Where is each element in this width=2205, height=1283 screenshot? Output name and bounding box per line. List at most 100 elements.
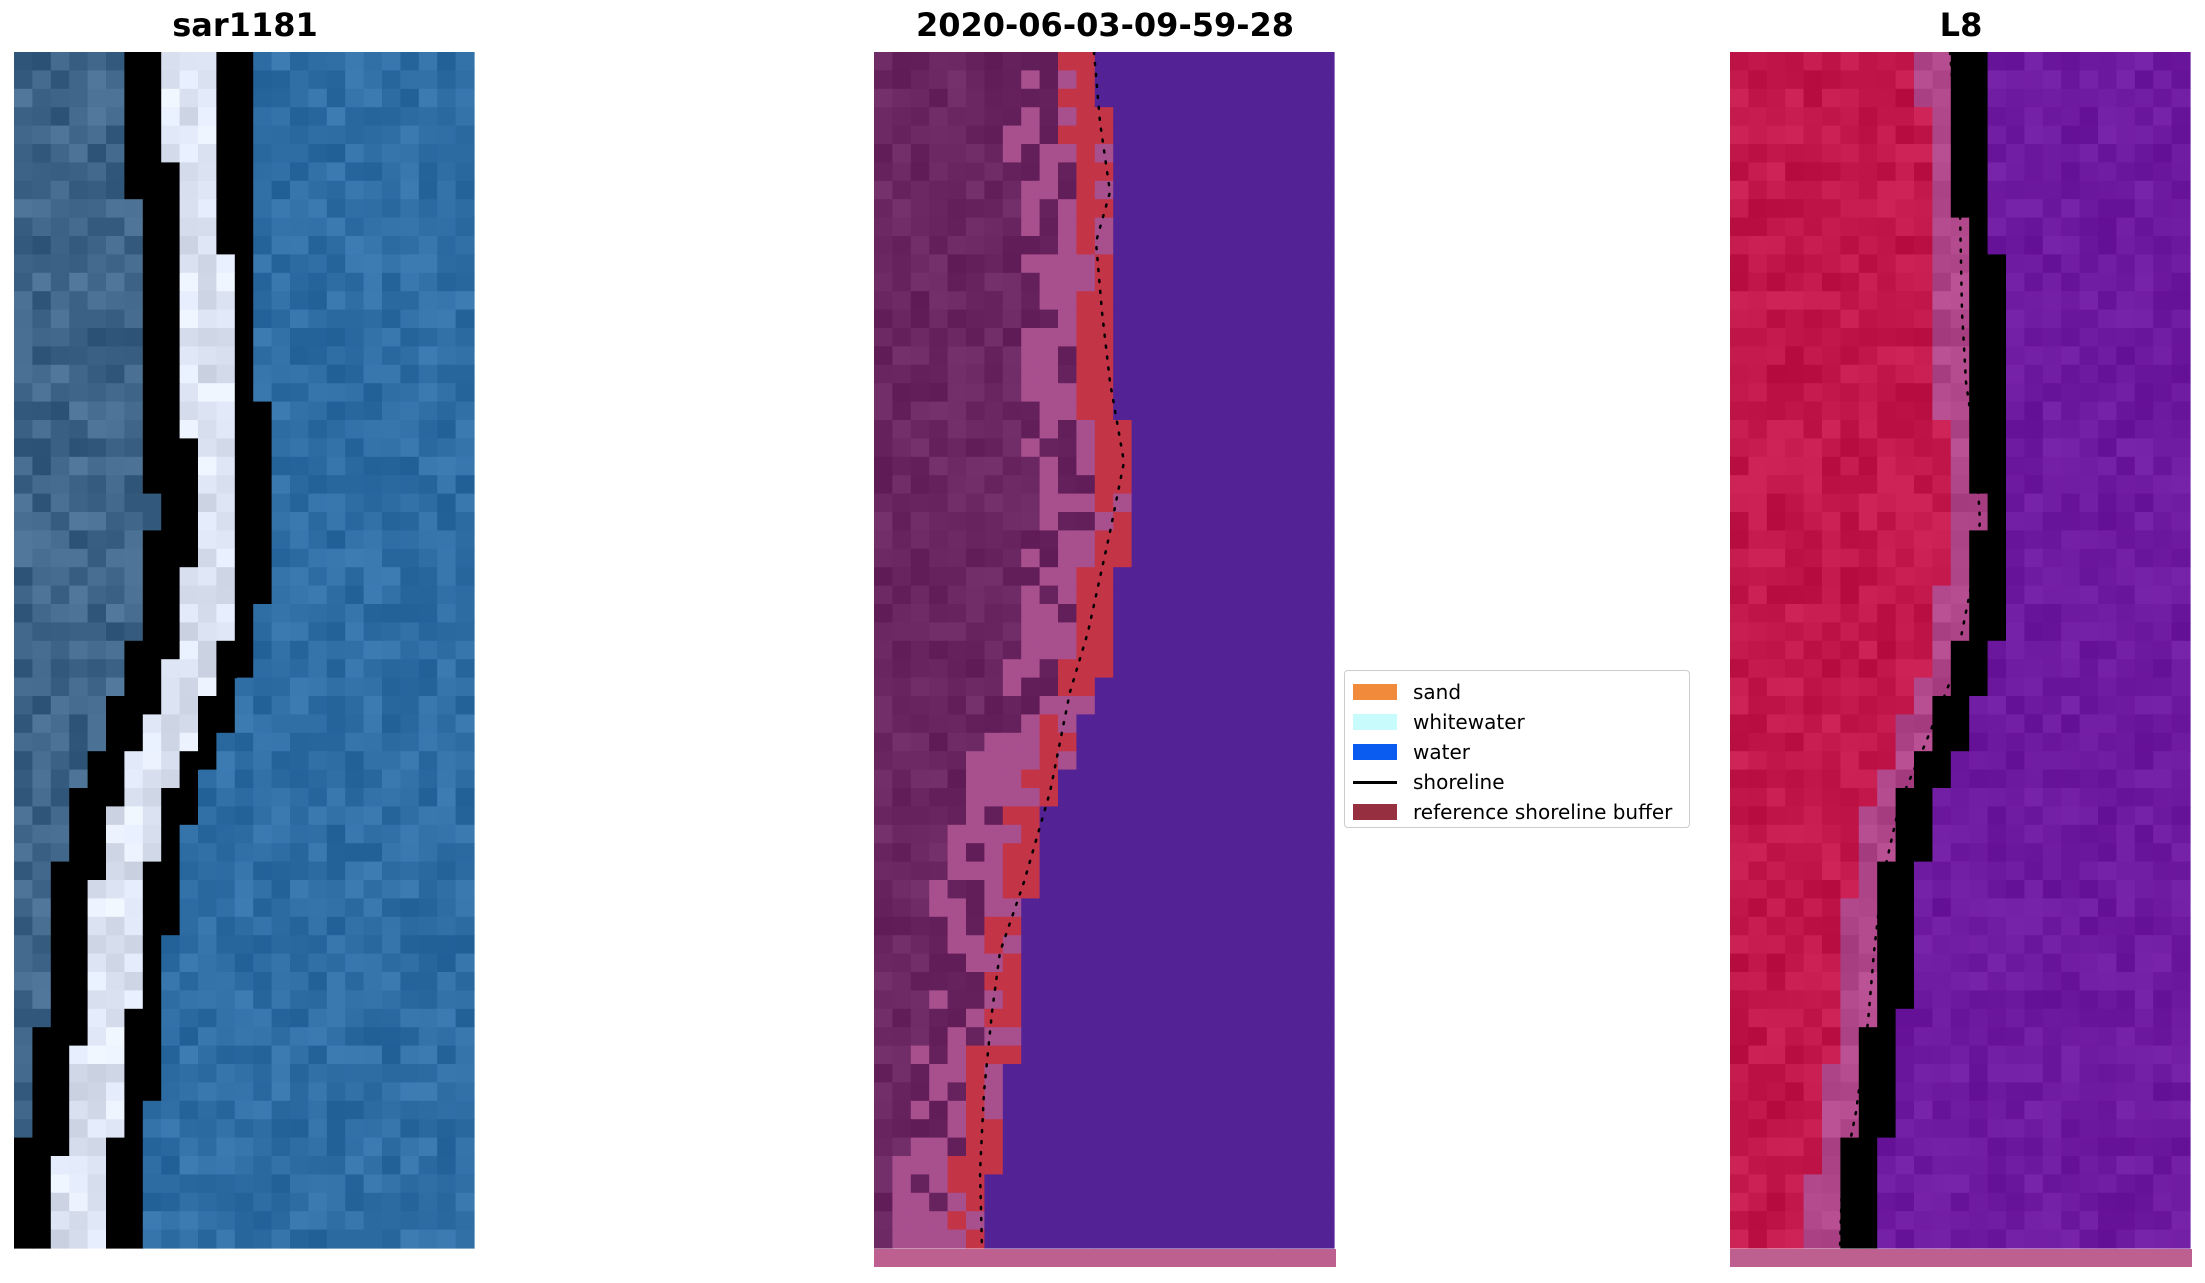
image-pixel: [1932, 585, 1952, 605]
image-pixel: [1730, 1156, 1749, 1175]
image-pixel: [2171, 383, 2191, 403]
image-pixel: [1748, 585, 1768, 605]
image-pixel: [216, 162, 236, 182]
image-pixel: [947, 1119, 967, 1139]
image-pixel: [1785, 383, 1805, 403]
image-pixel: [290, 1229, 309, 1249]
image-pixel: [1278, 364, 1298, 384]
image-pixel: [1168, 1045, 1188, 1065]
image-pixel: [1748, 567, 1768, 587]
image-pixel: [308, 880, 328, 899]
image-pixel: [1260, 512, 1280, 531]
image-pixel: [345, 144, 365, 163]
image-pixel: [1278, 585, 1298, 605]
image-pixel: [1297, 1174, 1317, 1194]
image-pixel: [1021, 383, 1041, 403]
image-pixel: [929, 677, 949, 697]
image-pixel: [2079, 254, 2099, 274]
image-pixel: [984, 475, 1004, 495]
image-pixel: [1058, 953, 1077, 973]
image-pixel: [179, 254, 199, 274]
image-pixel: [1822, 1100, 1841, 1120]
image-pixel: [1748, 383, 1768, 403]
image-pixel: [1748, 548, 1768, 568]
image-pixel: [1223, 254, 1243, 274]
image-pixel: [1803, 180, 1823, 200]
image-pixel: [142, 1174, 162, 1194]
image-pixel: [345, 824, 365, 844]
image-pixel: [363, 788, 383, 807]
image-pixel: [929, 70, 949, 90]
image-pixel: [1730, 788, 1749, 807]
image-pixel: [1969, 1045, 1989, 1065]
image-pixel: [1895, 1229, 1915, 1249]
image-pixel: [1076, 383, 1096, 403]
image-pixel: [32, 714, 52, 734]
image-pixel: [14, 677, 33, 697]
image-pixel: [1803, 272, 1823, 292]
image-pixel: [1914, 1192, 1933, 1212]
image-pixel: [198, 696, 217, 715]
image-pixel: [966, 935, 985, 955]
image-pixel: [1002, 1027, 1022, 1047]
image-pixel: [14, 1211, 33, 1231]
image-pixel: [966, 1082, 985, 1102]
image-pixel: [2024, 953, 2044, 973]
image-pixel: [1895, 806, 1915, 826]
image-pixel: [437, 1008, 457, 1028]
image-pixel: [1748, 806, 1768, 826]
image-pixel: [1150, 401, 1169, 421]
image-pixel: [1969, 843, 1989, 863]
image-pixel: [326, 953, 346, 973]
image-pixel: [1822, 70, 1841, 90]
image-pixel: [1950, 1174, 1970, 1194]
image-pixel: [1205, 751, 1225, 771]
image-pixel: [1150, 898, 1169, 918]
image-pixel: [308, 309, 328, 329]
image-pixel: [1205, 769, 1225, 789]
image-pixel: [1113, 640, 1133, 660]
image-pixel: [1113, 125, 1133, 145]
image-pixel: [2006, 125, 2025, 145]
image-pixel: [1987, 935, 2007, 955]
image-pixel: [1168, 493, 1188, 513]
image-pixel: [929, 953, 949, 973]
image-pixel: [2098, 640, 2117, 660]
image-pixel: [418, 898, 438, 918]
legend-item-water: water: [1353, 737, 1681, 767]
image-pixel: [1822, 1229, 1841, 1249]
image-pixel: [308, 1082, 328, 1102]
image-pixel: [910, 769, 930, 789]
image-pixel: [400, 475, 420, 495]
image-pixel: [2134, 788, 2154, 807]
image-pixel: [1039, 622, 1059, 642]
image-pixel: [1223, 328, 1243, 347]
image-pixel: [1260, 677, 1280, 697]
image-pixel: [1914, 972, 1933, 991]
image-pixel: [2098, 1174, 2117, 1194]
image-pixel: [1987, 843, 2007, 863]
image-pixel: [1021, 217, 1041, 237]
image-pixel: [910, 1119, 930, 1139]
image-pixel: [1260, 1045, 1280, 1065]
image-pixel: [418, 236, 438, 255]
image-pixel: [1223, 806, 1243, 826]
image-pixel: [216, 972, 236, 991]
image-pixel: [1730, 622, 1749, 642]
image-pixel: [455, 493, 475, 513]
image-pixel: [1987, 824, 2007, 844]
image-pixel: [947, 585, 967, 605]
image-pixel: [1803, 1008, 1823, 1028]
image-pixel: [2024, 346, 2044, 366]
image-pixel: [106, 420, 125, 439]
image-pixel: [1822, 880, 1841, 899]
image-pixel: [32, 88, 52, 108]
image-pixel: [382, 1156, 401, 1175]
image-pixel: [892, 659, 912, 679]
image-pixel: [1969, 604, 1989, 623]
image-pixel: [2153, 916, 2173, 936]
image-pixel: [1822, 585, 1841, 605]
image-pixel: [2153, 125, 2173, 145]
image-pixel: [363, 475, 383, 495]
image-pixel: [418, 291, 438, 311]
